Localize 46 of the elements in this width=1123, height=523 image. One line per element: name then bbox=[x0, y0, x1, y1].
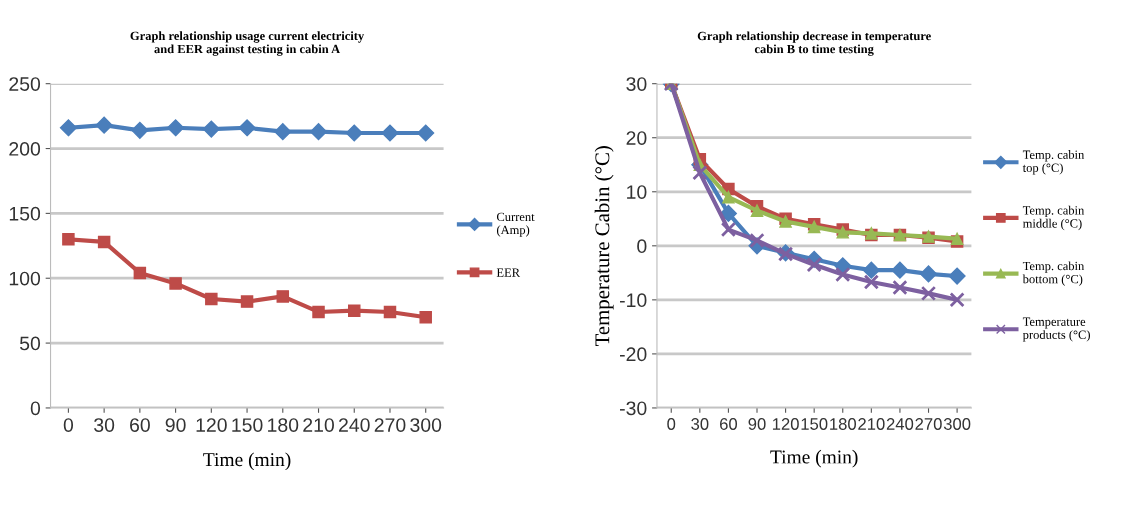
x-tick-label: 30 bbox=[94, 418, 115, 432]
legend-label: Temperature products (°C) bbox=[1022, 317, 1090, 342]
y-tick-label: 10 bbox=[627, 185, 647, 199]
x-tick-label: 270 bbox=[915, 418, 942, 430]
x-tick-label: 270 bbox=[374, 418, 406, 432]
x-axis-title: Time (min) bbox=[770, 449, 858, 468]
x-tick-label: 0 bbox=[667, 418, 676, 430]
x-tick-label: 60 bbox=[130, 418, 150, 432]
y-tick-label: 50 bbox=[19, 336, 41, 351]
legend-label: EER bbox=[496, 268, 521, 277]
x-tick-label: 150 bbox=[232, 418, 263, 432]
x-tick-label: 240 bbox=[886, 418, 914, 430]
legend-label: Temp. cabin top (°C) bbox=[1022, 150, 1085, 175]
legend-label: Temp. cabin bottom (°C) bbox=[1022, 261, 1085, 286]
x-tick-label: 90 bbox=[165, 418, 186, 432]
x-axis-title: Time (min) bbox=[203, 452, 291, 471]
y-tick-label: -20 bbox=[620, 347, 647, 362]
legend-label: Current (Amp) bbox=[496, 212, 535, 237]
x-tick-label: 60 bbox=[720, 418, 738, 430]
y-tick-label: 200 bbox=[9, 142, 41, 156]
y-tick-label: -10 bbox=[620, 293, 647, 308]
chart-title: Graph relationship decrease in temperature cabin B to time testing bbox=[697, 31, 931, 56]
x-tick-label: 300 bbox=[943, 418, 971, 430]
legend-label: Temp. cabin middle (°C) bbox=[1022, 205, 1085, 231]
chart-title: Graph relationship usage current electricity and EER against testing in cabin A bbox=[130, 31, 365, 56]
y-tick-label: 30 bbox=[626, 77, 647, 91]
y-axis-title: Temperature Cabin (°C) bbox=[594, 146, 614, 347]
y-tick-label: 0 bbox=[30, 401, 41, 416]
x-tick-label: 120 bbox=[772, 418, 799, 430]
x-tick-label: 300 bbox=[410, 418, 442, 432]
x-tick-label: 180 bbox=[830, 418, 857, 430]
y-tick-label: 20 bbox=[626, 131, 647, 145]
x-tick-label: 120 bbox=[196, 418, 227, 432]
x-tick-label: 90 bbox=[748, 418, 766, 430]
x-tick-label: 180 bbox=[268, 418, 299, 432]
x-tick-label: 210 bbox=[858, 418, 885, 430]
x-tick-label: 30 bbox=[691, 418, 709, 430]
x-tick-label: 150 bbox=[801, 418, 828, 430]
x-tick-label: 0 bbox=[63, 418, 74, 432]
x-tick-label: 210 bbox=[303, 418, 334, 432]
y-tick-label: 0 bbox=[637, 239, 647, 254]
y-tick-label: 100 bbox=[9, 271, 41, 286]
x-tick-label: 240 bbox=[339, 418, 370, 432]
y-tick-label: 150 bbox=[9, 206, 41, 221]
y-tick-label: -30 bbox=[620, 401, 647, 416]
y-tick-label: 250 bbox=[9, 77, 41, 91]
